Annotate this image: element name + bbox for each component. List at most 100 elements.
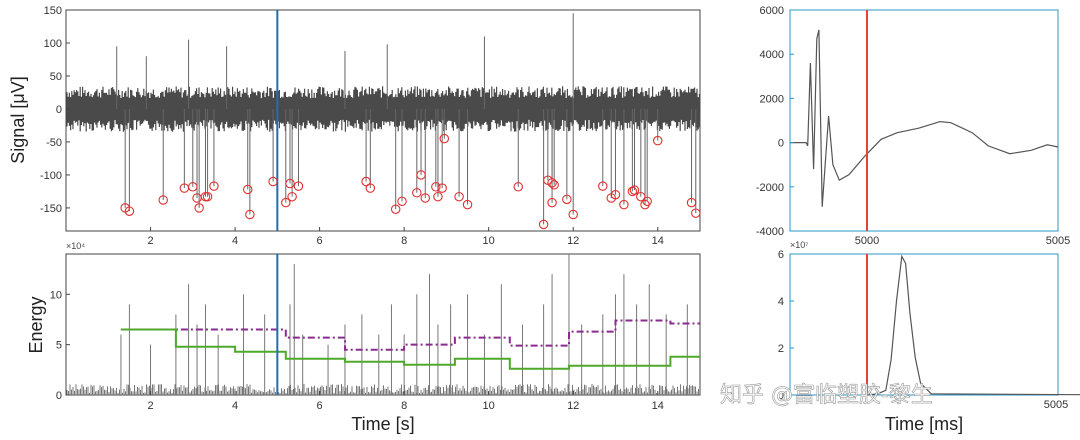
spike-detection-marker xyxy=(365,183,376,193)
spike-detection-marker xyxy=(293,181,304,191)
energy-x-tick-label: 4 xyxy=(232,400,238,412)
energy-x-tick-label: 8 xyxy=(401,400,407,412)
signal-x-tick-label: 6 xyxy=(317,235,323,247)
signal-y-tick-label: -50 xyxy=(46,137,62,149)
waveform-y-ticks: 6000 4000 2000 0 -2000 -4000 xyxy=(756,5,794,238)
signal-y-tick-label: -100 xyxy=(40,170,62,182)
waveform-energy-y-tick-label: 6 xyxy=(778,249,784,261)
energy-y-tick-label: 10 xyxy=(50,289,62,301)
spike-detection-marker xyxy=(287,191,297,202)
spike-detection-marker xyxy=(691,208,701,218)
spike-detection-marker xyxy=(390,204,401,214)
waveform-energy-y-tick-label: 2 xyxy=(778,343,784,355)
waveform-energy-panel: ×10⁷ 6 4 2 0 5005 Time [ms] xyxy=(778,240,1080,434)
signal-x-tick-label: 8 xyxy=(401,235,407,247)
spike-detection-marker xyxy=(433,191,443,202)
waveform-energy-plot-area xyxy=(789,253,1059,396)
energy-plot-area xyxy=(65,253,701,396)
threshold-green-line xyxy=(120,328,700,370)
signal-y-ticks: 150 100 50 0 -50 -100 -150 xyxy=(40,5,70,215)
signal-x-tick-label: 10 xyxy=(483,235,495,247)
energy-y-tick-label: 0 xyxy=(56,390,62,402)
spike-detection-marker xyxy=(568,209,578,220)
signal-x-tick-label: 2 xyxy=(147,235,153,247)
waveform-panel: 6000 4000 2000 0 -2000 -4000 5000 5005 xyxy=(756,5,1070,247)
energy-y-tick-label: 5 xyxy=(56,340,62,352)
waveform-energy-line xyxy=(866,254,1080,396)
spike-detection-marker xyxy=(194,203,204,213)
signal-y-tick-label: 0 xyxy=(56,104,62,116)
spike-detection-marker xyxy=(412,187,422,198)
spike-detection-marker xyxy=(619,199,629,210)
signal-x-tick-label: 14 xyxy=(652,235,664,247)
energy-x-ticks: 2 4 6 8 10 12 14 xyxy=(147,391,664,412)
energy-y-axis-label: Energy xyxy=(26,296,46,353)
spike-detection-marker xyxy=(124,206,135,216)
waveform-y-tick-label: 2000 xyxy=(760,93,784,105)
energy-x-tick-label: 10 xyxy=(483,400,495,412)
spike-detection-marker xyxy=(188,182,198,192)
energy-x-tick-label: 2 xyxy=(147,400,153,412)
spike-detection-marker xyxy=(513,182,524,192)
waveform-y-tick-label: -2000 xyxy=(756,182,784,194)
waveform-y-tick-label: 6000 xyxy=(760,5,784,17)
energy-x-tick-label: 14 xyxy=(652,400,664,412)
energy-x-tick-label: 12 xyxy=(567,400,579,412)
waveform-energy-y-ticks: 6 4 2 0 xyxy=(778,249,794,402)
spike-detection-marker xyxy=(642,196,652,207)
signal-panel: 150 100 50 0 -50 -100 -150 2 4 6 8 10 12 14 Signal [… xyxy=(8,5,701,247)
spike-detection-marker xyxy=(652,135,663,146)
spike-detection-marker xyxy=(547,197,557,208)
waveform-energy-x-ticks: 5005 xyxy=(1044,399,1068,411)
signal-y-tick-label: 50 xyxy=(50,71,62,83)
spike-detection-marker xyxy=(627,186,638,197)
watermark: 知乎 @富临塑胶-黎生 xyxy=(720,383,933,408)
spike-detections xyxy=(120,133,701,230)
spike-detection-marker xyxy=(454,191,464,202)
threshold-purple-line xyxy=(120,319,700,351)
spike-detection-marker xyxy=(416,170,426,180)
waveform-energy-y-tick-label: 0 xyxy=(778,390,784,402)
spike-detection-marker xyxy=(420,193,431,203)
spike-detection-marker xyxy=(686,197,697,208)
waveform-plot-area xyxy=(789,9,1059,232)
spike-detection-marker xyxy=(462,199,473,210)
spike-detection-marker xyxy=(547,178,557,188)
waveform-y-tick-label: 0 xyxy=(778,138,784,150)
waveform-x-tick-label: 5005 xyxy=(1046,235,1070,247)
signal-spikes xyxy=(116,13,697,225)
signal-y-tick-label: 150 xyxy=(44,5,62,17)
spike-detection-marker xyxy=(209,181,219,191)
waveform-line xyxy=(790,29,1059,207)
spike-detection-marker xyxy=(439,133,450,144)
spike-detection-marker xyxy=(285,178,295,189)
spike-detection-marker xyxy=(397,196,407,207)
waveform-energy-multiplier: ×10⁷ xyxy=(790,240,809,250)
spike-detection-marker xyxy=(538,219,549,230)
signal-y-axis-label: Signal [μV] xyxy=(8,76,28,163)
spike-detection-marker xyxy=(361,176,371,187)
spike-detection-marker xyxy=(242,184,253,195)
spike-detection-marker xyxy=(610,189,621,200)
signal-y-tick-label: 100 xyxy=(44,38,62,50)
waveform-energy-y-tick-label: 4 xyxy=(778,296,784,308)
signal-x-ticks: 2 4 6 8 10 12 14 xyxy=(147,227,664,247)
signal-y-tick-label: -150 xyxy=(40,203,62,215)
spike-detection-marker xyxy=(549,180,559,190)
energy-y-ticks: 10 5 0 xyxy=(50,289,70,402)
energy-multiplier: ×10⁴ xyxy=(66,241,85,251)
waveform-energy-x-tick-label: 5005 xyxy=(1044,399,1068,411)
spike-detection-marker xyxy=(158,195,168,205)
energy-x-axis-label: Time [s] xyxy=(351,414,414,434)
signal-x-tick-label: 4 xyxy=(232,235,238,247)
spike-detection-marker xyxy=(431,182,441,192)
waveform-x-ticks: 5000 5005 xyxy=(855,235,1070,247)
energy-x-tick-label: 6 xyxy=(317,400,323,412)
waveform-energy-x-axis-label: Time [ms] xyxy=(885,414,963,434)
waveform-y-tick-label: 4000 xyxy=(760,49,784,61)
spike-detection-marker xyxy=(268,176,278,187)
waveform-x-tick-label: 5000 xyxy=(855,235,879,247)
spike-detection-marker xyxy=(562,194,572,205)
waveform-y-tick-label: -4000 xyxy=(756,226,784,238)
